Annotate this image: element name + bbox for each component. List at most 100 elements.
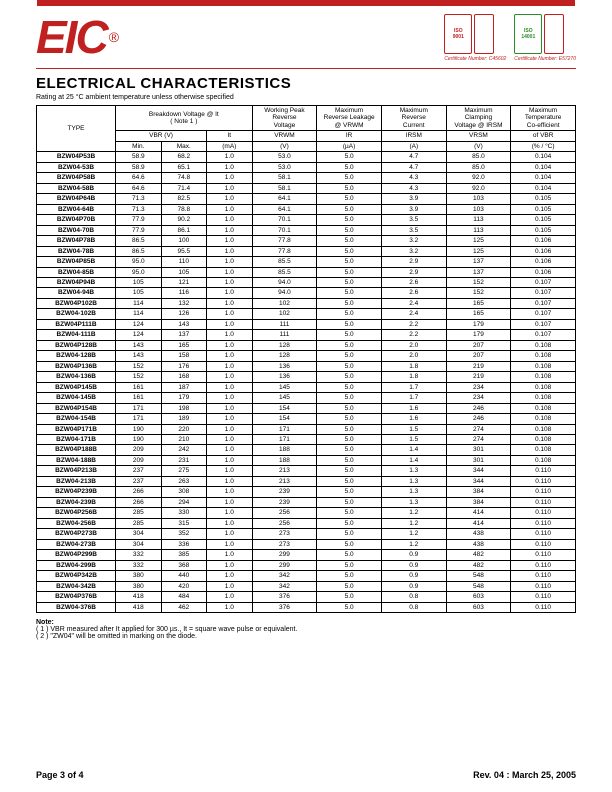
table-row: BZW04P342B3804401.03425.00.95480.110 [37, 571, 576, 581]
table-row: BZW04-256B2853151.02565.01.24140.110 [37, 518, 576, 528]
table-row: BZW04P239B2663081.02395.01.33840.110 [37, 487, 576, 497]
data-cell: 1.0 [207, 372, 253, 382]
data-cell: 2.6 [381, 288, 446, 298]
data-cell: 121 [161, 277, 207, 287]
data-cell: 1.0 [207, 497, 253, 507]
data-cell: 1.0 [207, 466, 253, 476]
data-cell: 85.0 [446, 162, 511, 172]
sh-vrsm: VRSM [446, 131, 511, 141]
data-cell: 165 [446, 298, 511, 308]
type-cell: BZW04P188B [37, 445, 116, 455]
data-cell: 2.9 [381, 267, 446, 277]
data-cell: 5.0 [317, 403, 382, 413]
data-cell: 1.0 [207, 277, 253, 287]
data-cell: 336 [161, 539, 207, 549]
data-cell: 1.0 [207, 581, 253, 591]
data-cell: 124 [116, 319, 162, 329]
data-cell: 4.7 [381, 162, 446, 172]
data-cell: 5.0 [317, 592, 382, 602]
data-cell: 384 [446, 497, 511, 507]
data-cell: 132 [161, 298, 207, 308]
data-cell: 1.0 [207, 319, 253, 329]
table-row: BZW04-102B1141261.01025.02.41650.107 [37, 309, 576, 319]
data-cell: 304 [116, 529, 162, 539]
data-cell: 1.0 [207, 236, 253, 246]
data-cell: 385 [161, 550, 207, 560]
data-cell: 1.8 [381, 372, 446, 382]
data-cell: 5.0 [317, 257, 382, 267]
data-cell: 301 [446, 455, 511, 465]
data-cell: 65.1 [161, 162, 207, 172]
sh-it: It [207, 131, 253, 141]
type-cell: BZW04P111B [37, 319, 116, 329]
data-cell: 53.0 [252, 162, 317, 172]
data-cell: 5.0 [317, 298, 382, 308]
data-cell: 266 [116, 497, 162, 507]
data-cell: 70.1 [252, 215, 317, 225]
type-cell: BZW04-256B [37, 518, 116, 528]
data-cell: 266 [116, 487, 162, 497]
type-cell: BZW04P128B [37, 340, 116, 350]
data-cell: 0.107 [511, 288, 576, 298]
table-row: BZW04P256B2853301.02565.01.24140.110 [37, 508, 576, 518]
table-row: BZW04-64B71.378.81.064.15.03.91030.105 [37, 204, 576, 214]
data-cell: 1.0 [207, 571, 253, 581]
data-cell: 171 [116, 403, 162, 413]
type-cell: BZW04-136B [37, 372, 116, 382]
data-cell: 86.1 [161, 225, 207, 235]
data-cell: 1.0 [207, 215, 253, 225]
data-cell: 53.0 [252, 152, 317, 162]
data-cell: 1.0 [207, 560, 253, 570]
data-cell: 5.0 [317, 435, 382, 445]
table-row: BZW04P85B95.01101.085.55.02.91370.106 [37, 257, 576, 267]
data-cell: 344 [446, 476, 511, 486]
data-cell: 1.2 [381, 529, 446, 539]
data-cell: 143 [116, 351, 162, 361]
table-row: BZW04-85B95.01051.085.55.02.91370.106 [37, 267, 576, 277]
table-row: BZW04P376B4184841.03765.00.86030.110 [37, 592, 576, 602]
table-row: BZW04P154B1711981.01545.01.62460.108 [37, 403, 576, 413]
data-cell: 3.5 [381, 215, 446, 225]
data-cell: 0.104 [511, 152, 576, 162]
data-cell: 5.0 [317, 518, 382, 528]
data-cell: 308 [161, 487, 207, 497]
type-cell: BZW04P145B [37, 382, 116, 392]
iso14001-badge: ISO14001 [514, 14, 542, 54]
data-cell: 2.2 [381, 319, 446, 329]
data-cell: 0.8 [381, 602, 446, 612]
table-row: BZW04-53B58.965.11.053.05.04.785.00.104 [37, 162, 576, 172]
data-cell: 74.8 [161, 173, 207, 183]
data-cell: 2.0 [381, 351, 446, 361]
table-row: BZW04-273B3043361.02735.01.24380.110 [37, 539, 576, 549]
data-cell: 256 [252, 518, 317, 528]
table-row: BZW04-136B1521681.01365.01.82190.108 [37, 372, 576, 382]
data-cell: 380 [116, 571, 162, 581]
data-cell: 285 [116, 518, 162, 528]
data-cell: 116 [161, 288, 207, 298]
data-cell: 273 [252, 529, 317, 539]
data-cell: 0.108 [511, 435, 576, 445]
data-cell: 0.107 [511, 309, 576, 319]
data-cell: 64.1 [252, 204, 317, 214]
type-cell: BZW04-111B [37, 330, 116, 340]
data-cell: 0.110 [511, 571, 576, 581]
note-1: ( 1 ) VBR measured after It applied for … [36, 626, 576, 633]
data-cell: 176 [161, 361, 207, 371]
data-cell: 0.110 [511, 539, 576, 549]
table-row: BZW04-171B1902101.01715.01.52740.108 [37, 435, 576, 445]
data-cell: 124 [116, 330, 162, 340]
type-cell: BZW04P94B [37, 277, 116, 287]
table-row: BZW04P145B1611871.01455.01.72340.108 [37, 382, 576, 392]
table-row: BZW04-58B64.671.41.058.15.04.392.00.104 [37, 183, 576, 193]
type-cell: BZW04-128B [37, 351, 116, 361]
table-row: BZW04-78B86.595.51.077.85.03.21250.106 [37, 246, 576, 256]
data-cell: 0.9 [381, 560, 446, 570]
notes-label: Note: [36, 619, 54, 626]
table-row: BZW04-342B3804201.03425.00.95480.110 [37, 581, 576, 591]
data-cell: 234 [446, 393, 511, 403]
type-cell: BZW04-273B [37, 539, 116, 549]
data-cell: 368 [161, 560, 207, 570]
data-cell: 420 [161, 581, 207, 591]
data-cell: 352 [161, 529, 207, 539]
data-cell: 5.0 [317, 529, 382, 539]
